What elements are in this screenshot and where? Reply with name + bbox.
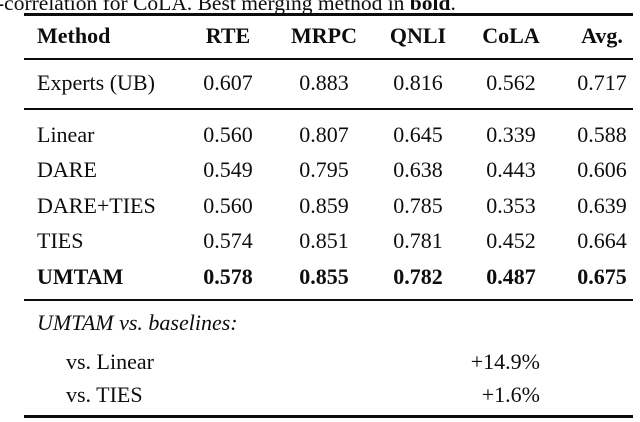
value-cell-cola: 0.353 bbox=[486, 193, 536, 218]
table-row-experts: Experts (UB) 0.607 0.883 0.816 0.562 0.7… bbox=[24, 69, 640, 97]
value-cell-cola: 0.339 bbox=[486, 122, 536, 147]
comparison-row-linear: vs. Linear +14.9% bbox=[24, 348, 640, 376]
value-cell-avg: 0.588 bbox=[577, 122, 627, 147]
table-toprule bbox=[24, 13, 633, 16]
table-row-linear: Linear 0.560 0.807 0.645 0.339 0.588 bbox=[24, 121, 640, 149]
column-header-cola: CoLA bbox=[482, 23, 540, 48]
column-header-rte: RTE bbox=[205, 23, 251, 48]
value-cell-mrpc: 0.859 bbox=[299, 193, 349, 218]
body-midrule bbox=[24, 299, 633, 301]
value-cell-cola: 0.562 bbox=[486, 70, 536, 95]
comparison-label: vs. Linear bbox=[66, 349, 154, 374]
value-cell-avg: 0.664 bbox=[577, 228, 627, 253]
value-cell-mrpc: 0.807 bbox=[299, 122, 349, 147]
value-cell-rte: 0.578 bbox=[203, 264, 253, 289]
caption-text: -correlation for CoLA. Best merging meth… bbox=[0, 0, 410, 15]
table-row-dare-ties: DARE+TIES 0.560 0.859 0.785 0.353 0.639 bbox=[24, 192, 640, 220]
value-cell-qnli: 0.782 bbox=[393, 264, 443, 289]
value-cell-rte: 0.560 bbox=[203, 122, 253, 147]
method-cell: Linear bbox=[37, 122, 95, 147]
caption-period: . bbox=[450, 0, 456, 15]
value-cell-rte: 0.560 bbox=[203, 193, 253, 218]
value-cell-qnli: 0.785 bbox=[393, 193, 443, 218]
column-header-avg: Avg. bbox=[581, 23, 623, 48]
value-cell-rte: 0.549 bbox=[203, 157, 253, 182]
value-cell-mrpc: 0.795 bbox=[299, 157, 349, 182]
value-cell-avg: 0.606 bbox=[577, 157, 627, 182]
value-cell-avg: 0.675 bbox=[577, 264, 627, 289]
method-cell: Experts (UB) bbox=[37, 70, 155, 95]
value-cell-avg: 0.717 bbox=[577, 70, 627, 95]
value-cell-mrpc: 0.855 bbox=[299, 264, 349, 289]
comparison-label: vs. TIES bbox=[66, 382, 143, 407]
experts-midrule bbox=[24, 108, 633, 110]
value-cell-rte: 0.574 bbox=[203, 228, 253, 253]
value-cell-cola: 0.487 bbox=[486, 264, 536, 289]
comparison-value: +14.9% bbox=[470, 349, 540, 374]
comparison-section-header-row: UMTAM vs. baselines: bbox=[24, 309, 640, 337]
table-row-dare: DARE 0.549 0.795 0.638 0.443 0.606 bbox=[24, 156, 640, 184]
column-header-mrpc: MRPC bbox=[291, 23, 357, 48]
value-cell-qnli: 0.645 bbox=[393, 122, 443, 147]
value-cell-cola: 0.443 bbox=[486, 157, 536, 182]
value-cell-mrpc: 0.883 bbox=[299, 70, 349, 95]
value-cell-cola: 0.452 bbox=[486, 228, 536, 253]
header-midrule bbox=[24, 58, 633, 60]
header-row: Method RTE MRPC QNLI CoLA Avg. bbox=[24, 22, 640, 50]
value-cell-qnli: 0.816 bbox=[393, 70, 443, 95]
column-header-method: Method bbox=[37, 23, 111, 48]
column-header-qnli: QNLI bbox=[389, 23, 447, 48]
table-row-ties: TIES 0.574 0.851 0.781 0.452 0.664 bbox=[24, 227, 640, 255]
table-caption: -correlation for CoLA. Best merging meth… bbox=[0, 0, 456, 18]
value-cell-qnli: 0.781 bbox=[393, 228, 443, 253]
caption-bold-word: bold bbox=[409, 0, 451, 15]
method-cell: DARE bbox=[37, 157, 97, 182]
comparison-section-title: UMTAM vs. baselines: bbox=[37, 310, 238, 335]
table-row-umtam-best: UMTAM 0.578 0.855 0.782 0.487 0.675 bbox=[24, 263, 640, 291]
method-cell: TIES bbox=[37, 228, 84, 253]
method-cell: DARE+TIES bbox=[37, 193, 156, 218]
value-cell-rte: 0.607 bbox=[203, 70, 253, 95]
table-bottomrule bbox=[24, 415, 633, 418]
method-cell: UMTAM bbox=[37, 264, 124, 289]
comparison-row-ties: vs. TIES +1.6% bbox=[24, 381, 640, 409]
value-cell-avg: 0.639 bbox=[577, 193, 627, 218]
value-cell-qnli: 0.638 bbox=[393, 157, 443, 182]
value-cell-mrpc: 0.851 bbox=[299, 228, 349, 253]
comparison-value: +1.6% bbox=[481, 382, 540, 407]
